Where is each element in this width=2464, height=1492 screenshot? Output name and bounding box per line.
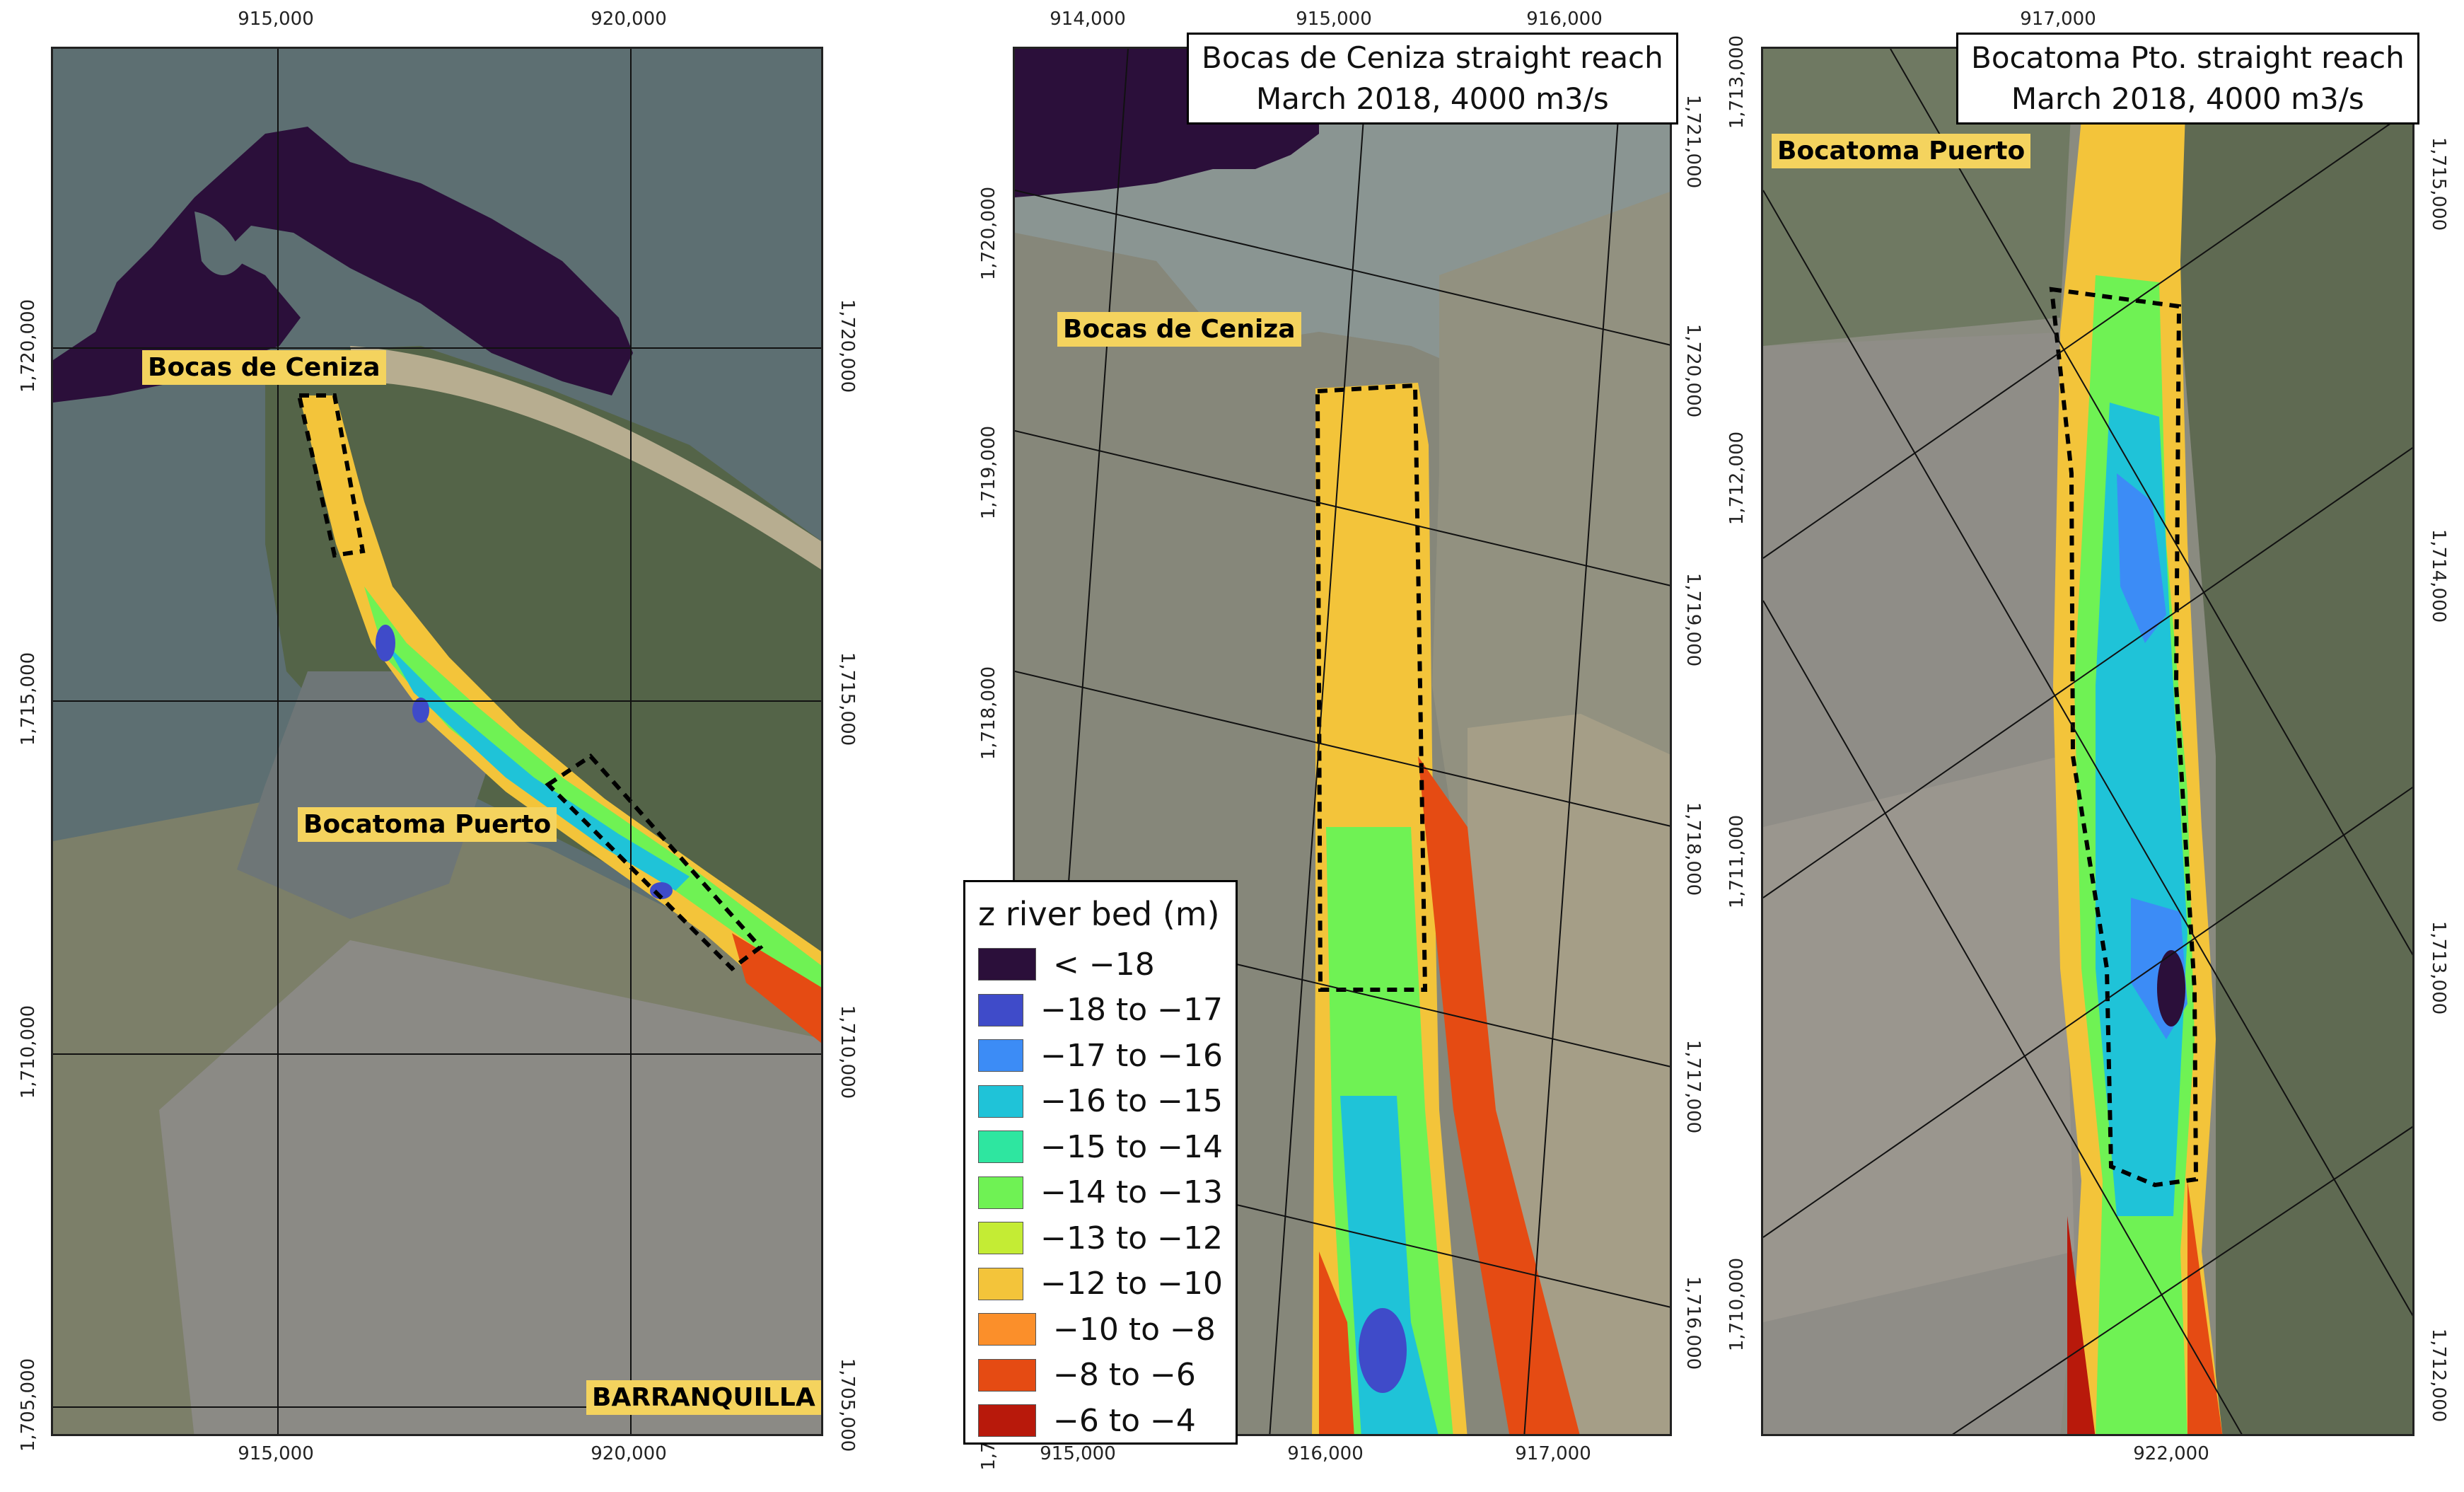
legend-title: z river bed (m): [978, 895, 1220, 933]
bocatoma-reach-title: Bocatoma Pto. straight reach March 2018,…: [1956, 33, 2419, 125]
bocas-bottom-tick: 917,000: [1515, 1443, 1591, 1464]
legend-label: −8 to −6: [1053, 1357, 1196, 1394]
legend-item: −10 to −8: [978, 1307, 1223, 1353]
river-bed-legend: z river bed (m) < −18 −18 to −17 −17 to −1…: [963, 880, 1238, 1445]
label-barranquilla: BARRANQUILLA: [586, 1380, 821, 1415]
bocas-title-line1: Bocas de Ceniza straight reach: [1202, 40, 1663, 75]
bocas-left-tick: 1,7: [978, 1441, 999, 1471]
overview-top-tick: 915,000: [238, 8, 314, 30]
overview-right-tick: 1,720,000: [837, 299, 858, 393]
bocas-right-tick: 1,721,000: [1683, 94, 1704, 189]
bocas-top-tick: 914,000: [1050, 8, 1126, 30]
legend-item: −14 to −13: [978, 1170, 1223, 1216]
bocatoma-right-tick: 1,712,000: [2428, 1328, 2449, 1423]
bocatoma-left-tick: 1,712,000: [1726, 431, 1748, 526]
legend-item: −16 to −15: [978, 1079, 1223, 1125]
bocatoma-top-tick: 917,000: [2020, 8, 2096, 30]
legend-item: −18 to −17: [978, 988, 1223, 1034]
legend-swatch: [978, 1222, 1024, 1255]
label-bocatoma-puerto: Bocatoma Puerto: [298, 807, 557, 842]
bocatoma-left-tick: 1,713,000: [1726, 35, 1748, 129]
overview-bottom-tick: 920,000: [591, 1443, 667, 1464]
overview-right-tick: 1,710,000: [837, 1005, 858, 1099]
bocas-top-tick: 916,000: [1526, 8, 1603, 30]
legend-swatch: [978, 1039, 1024, 1072]
bocas-top-tick: 915,000: [1296, 8, 1372, 30]
legend-label: −6 to −4: [1053, 1402, 1196, 1439]
legend-item: −8 to −6: [978, 1353, 1223, 1399]
legend-swatch: [978, 1176, 1024, 1209]
bocas-right-tick: 1,717,000: [1683, 1039, 1704, 1134]
legend-label: −17 to −16: [1040, 1037, 1223, 1074]
bocatoma-reach-map-image: [1763, 49, 2412, 1434]
legend-swatch: [978, 993, 1024, 1027]
overview-left-tick: 1,705,000: [18, 1358, 39, 1452]
label-bocas-de-ceniza-detail: Bocas de Ceniza: [1057, 312, 1301, 347]
legend-item: −17 to −16: [978, 1033, 1223, 1079]
legend-label: −18 to −17: [1040, 992, 1223, 1029]
bocas-right-tick: 1,716,000: [1683, 1276, 1704, 1370]
overview-map-image: [53, 49, 821, 1434]
bocas-right-tick: 1,720,000: [1683, 323, 1704, 418]
legend-item: −12 to −10: [978, 1261, 1223, 1307]
bocatoma-left-tick: 1,710,000: [1726, 1257, 1748, 1352]
label-bocas-de-ceniza: Bocas de Ceniza: [142, 350, 386, 385]
overview-bottom-tick: 915,000: [238, 1443, 314, 1464]
legend-swatch: [978, 1313, 1036, 1346]
overview-left-tick: 1,710,000: [18, 1005, 39, 1099]
bocatoma-bottom-tick: 922,000: [2133, 1443, 2209, 1464]
bocatoma-right-tick: 1,713,000: [2428, 920, 2449, 1015]
bocas-right-tick: 1,718,000: [1683, 802, 1704, 896]
bocas-left-tick: 1,719,000: [978, 425, 999, 520]
bocatoma-reach-map-panel: Bocatoma Puerto: [1761, 47, 2414, 1436]
bocas-bottom-tick: 916,000: [1287, 1443, 1364, 1464]
legend-swatch: [978, 1358, 1036, 1392]
overview-left-tick: 1,715,000: [18, 652, 39, 746]
bocas-left-tick: 1,718,000: [978, 666, 999, 761]
legend-swatch: [978, 1404, 1036, 1438]
overview-left-tick: 1,720,000: [18, 299, 39, 393]
legend-swatch: [978, 1085, 1024, 1118]
bocas-bottom-tick: 915,000: [1040, 1443, 1116, 1464]
overview-map-panel: Bocas de Ceniza Bocatoma Puerto BARRANQU…: [51, 47, 823, 1436]
label-bocatoma-puerto-detail: Bocatoma Puerto: [1772, 134, 2031, 168]
legend-swatch: [978, 948, 1036, 981]
legend-label: −10 to −8: [1053, 1311, 1216, 1348]
legend-label: < −18: [1053, 946, 1155, 983]
legend-swatch: [978, 1267, 1024, 1300]
legend-label: −16 to −15: [1040, 1083, 1223, 1120]
bocas-right-tick: 1,719,000: [1683, 572, 1704, 667]
bocas-title-line2: March 2018, 4000 m3/s: [1255, 81, 1609, 116]
bocas-left-tick: 1,720,000: [978, 186, 999, 281]
legend-label: −15 to −14: [1040, 1128, 1223, 1165]
legend-item: < −18: [978, 942, 1223, 988]
overview-right-tick: 1,715,000: [837, 652, 858, 746]
bocatoma-title-line1: Bocatoma Pto. straight reach: [1971, 40, 2405, 75]
legend-item: −15 to −14: [978, 1124, 1223, 1170]
bocatoma-left-tick: 1,711,000: [1726, 814, 1748, 909]
legend-swatch: [978, 1130, 1024, 1164]
overview-top-tick: 920,000: [591, 8, 667, 30]
legend-label: −12 to −10: [1040, 1266, 1223, 1302]
bocatoma-right-tick: 1,715,000: [2428, 137, 2449, 231]
bocas-reach-title: Bocas de Ceniza straight reach March 201…: [1187, 33, 1678, 125]
overview-right-tick: 1,705,000: [837, 1358, 858, 1452]
legend-label: −13 to −12: [1040, 1220, 1223, 1256]
bocatoma-right-tick: 1,714,000: [2428, 528, 2449, 623]
legend-items: < −18 −18 to −17 −17 to −16 −16 to −15 −15 t…: [978, 942, 1223, 1444]
legend-label: −14 to −13: [1040, 1174, 1223, 1211]
legend-item: −13 to −12: [978, 1215, 1223, 1261]
bocatoma-title-line2: March 2018, 4000 m3/s: [2011, 81, 2364, 116]
legend-item: −6 to −4: [978, 1398, 1223, 1444]
